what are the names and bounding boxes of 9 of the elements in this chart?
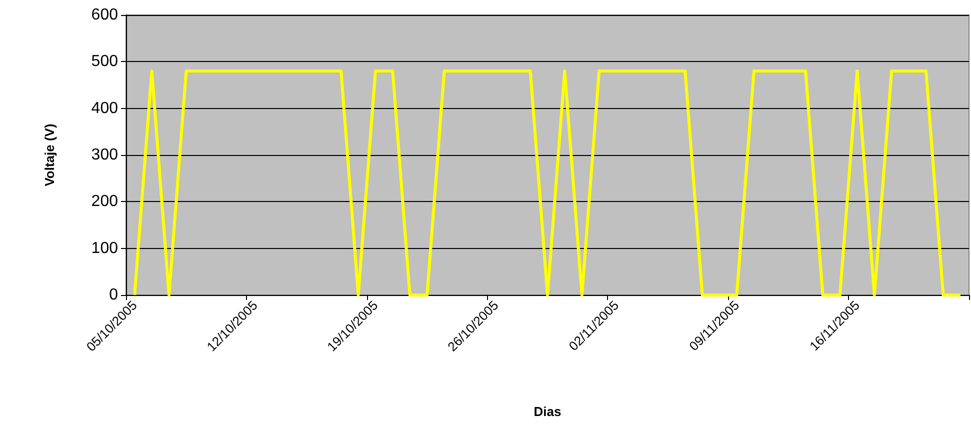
y-tick-label: 300 [91,146,118,164]
y-tick-label: 400 [91,100,118,117]
y-axis-title: Voltaje (V) [42,124,57,186]
y-tick-label: 500 [91,53,118,70]
y-tick-label: 600 [91,6,118,24]
y-tick-label: 100 [91,240,118,257]
x-axis-title: Dias [534,404,562,419]
y-tick-label: 200 [91,193,118,210]
y-tick-label: 0 [109,286,118,304]
